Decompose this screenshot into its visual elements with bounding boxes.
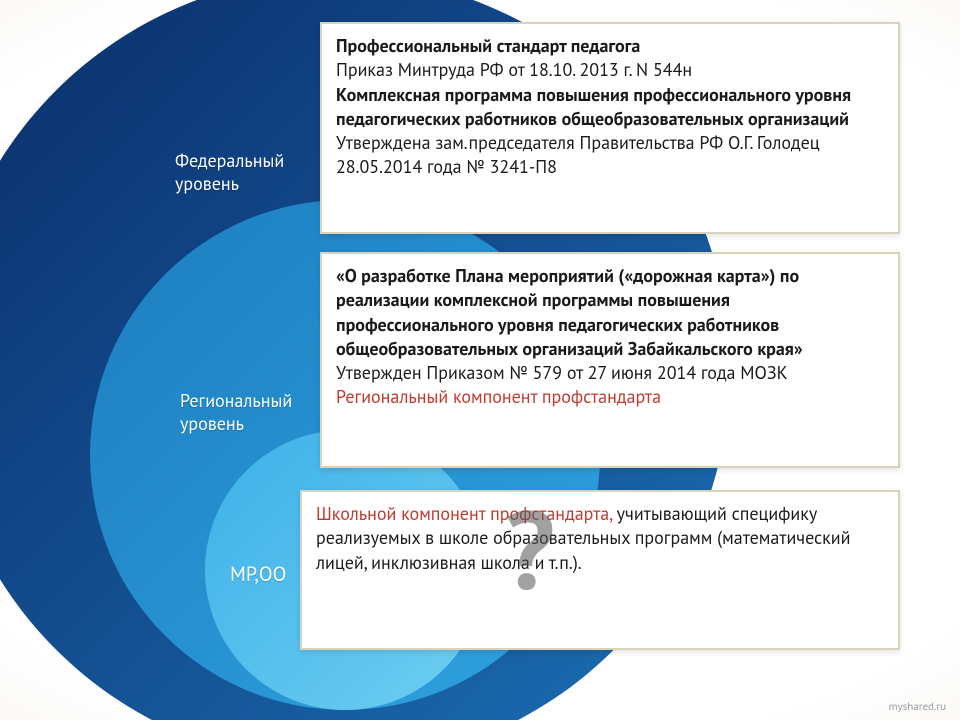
footer-watermark: myshared.ru (889, 700, 946, 714)
callout-local: Школьной компонент профстандарта, учитыв… (300, 490, 900, 650)
callout-federal: Профессиональный стандарт педагогаПриказ… (320, 22, 900, 234)
ring-regional-label: Региональныйуровень (180, 390, 292, 435)
ring-local-label: МР,ОО (230, 562, 286, 587)
slide-canvas: Федеральныйуровень Региональныйуровень М… (0, 0, 960, 720)
ring-federal-label: Федеральныйуровень (175, 150, 284, 195)
callout-regional: «О разработке Плана мероприятий («дорожн… (320, 252, 900, 468)
